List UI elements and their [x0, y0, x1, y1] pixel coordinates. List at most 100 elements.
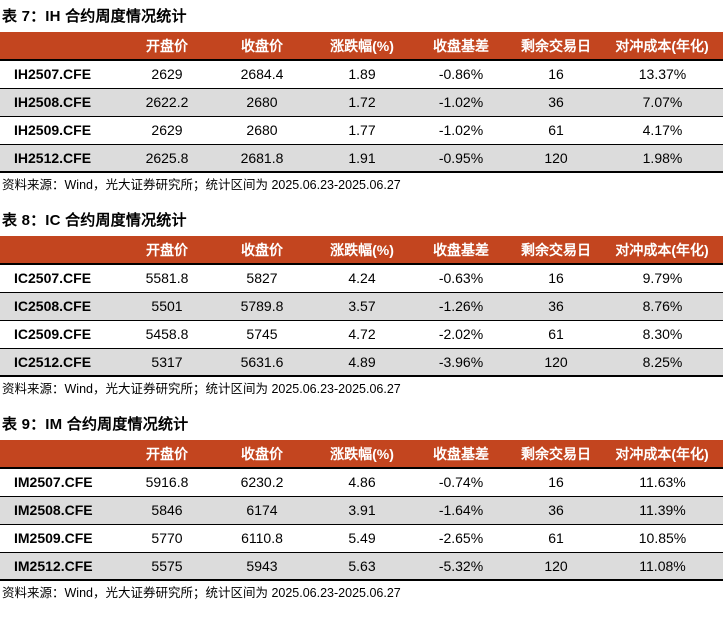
- table-row: IH2509.CFE 2629 2680 1.77 -1.02% 61 4.17%: [0, 116, 723, 145]
- value-cell: -2.02%: [412, 320, 510, 349]
- value-cell: 2680: [212, 88, 312, 117]
- value-cell: -1.26%: [412, 292, 510, 321]
- value-cell: -2.65%: [412, 524, 510, 553]
- value-cell: 61: [510, 320, 602, 349]
- contract-cell: IH2509.CFE: [0, 116, 122, 145]
- value-cell: 5317: [122, 348, 212, 377]
- header-cell-hedgecost: 对冲成本(年化): [602, 32, 723, 61]
- value-cell: -1.64%: [412, 496, 510, 525]
- header-cell-close: 收盘价: [212, 236, 312, 265]
- value-cell: -0.63%: [412, 264, 510, 293]
- header-cell-basis: 收盘基差: [412, 236, 510, 265]
- value-cell: 6110.8: [212, 524, 312, 553]
- table-title: 表 9：IM 合约周度情况统计: [2, 416, 189, 433]
- value-cell: 1.91: [312, 144, 412, 173]
- header-row: 开盘价 收盘价 涨跌幅(%) 收盘基差 剩余交易日 对冲成本(年化): [0, 440, 723, 469]
- table-row: IH2507.CFE 2629 2684.4 1.89 -0.86% 16 13.37%: [0, 60, 723, 89]
- contract-cell: IH2508.CFE: [0, 88, 122, 117]
- value-cell: 8.76%: [602, 292, 723, 321]
- value-cell: 8.25%: [602, 348, 723, 377]
- source-note: 资料来源：Wind，光大证券研究所；统计区间为 2025.06.23-2025.…: [2, 178, 401, 192]
- value-cell: 10.85%: [602, 524, 723, 553]
- header-cell-contract: [0, 236, 122, 265]
- header-cell-change: 涨跌幅(%): [312, 236, 412, 265]
- table-body: IM2507.CFE 5916.8 6230.2 4.86 -0.74% 16 11.63%…: [0, 468, 723, 581]
- value-cell: 2681.8: [212, 144, 312, 173]
- value-cell: 3.57: [312, 292, 412, 321]
- contract-cell: IH2507.CFE: [0, 60, 122, 89]
- value-cell: 36: [510, 496, 602, 525]
- value-cell: 36: [510, 88, 602, 117]
- value-cell: 8.30%: [602, 320, 723, 349]
- value-cell: 5501: [122, 292, 212, 321]
- table-row: IC2512.CFE 5317 5631.6 4.89 -3.96% 120 8.25%: [0, 348, 723, 377]
- value-cell: 1.72: [312, 88, 412, 117]
- value-cell: 6174: [212, 496, 312, 525]
- table-block-ih: 表 7：IH 合约周度情况统计 开盘价 收盘价 涨跌幅(%) 收盘基差 剩余交易…: [0, 6, 723, 193]
- value-cell: 5846: [122, 496, 212, 525]
- table-title: 表 8：IC 合约周度情况统计: [2, 212, 187, 229]
- header-cell-change: 涨跌幅(%): [312, 32, 412, 61]
- table-body: IH2507.CFE 2629 2684.4 1.89 -0.86% 16 13.37% IH…: [0, 60, 723, 173]
- table-row: IM2509.CFE 5770 6110.8 5.49 -2.65% 61 10.85%: [0, 524, 723, 553]
- table-row: IC2507.CFE 5581.8 5827 4.24 -0.63% 16 9.79%: [0, 264, 723, 293]
- header-cell-open: 开盘价: [122, 440, 212, 469]
- contract-cell: IC2512.CFE: [0, 348, 122, 377]
- header-cell-contract: [0, 440, 122, 469]
- value-cell: 36: [510, 292, 602, 321]
- header-cell-days: 剩余交易日: [510, 32, 602, 61]
- source-note: 资料来源：Wind，光大证券研究所；统计区间为 2025.06.23-2025.…: [2, 586, 401, 600]
- value-cell: 5458.8: [122, 320, 212, 349]
- value-cell: 4.24: [312, 264, 412, 293]
- stats-table-ic: 开盘价 收盘价 涨跌幅(%) 收盘基差 剩余交易日 对冲成本(年化) IC250…: [0, 236, 723, 377]
- value-cell: -5.32%: [412, 552, 510, 581]
- value-cell: 1.89: [312, 60, 412, 89]
- value-cell: 11.63%: [602, 468, 723, 497]
- value-cell: 5745: [212, 320, 312, 349]
- value-cell: 1.98%: [602, 144, 723, 173]
- value-cell: 2625.8: [122, 144, 212, 173]
- header-cell-open: 开盘价: [122, 236, 212, 265]
- value-cell: 2629: [122, 116, 212, 145]
- contract-cell: IM2507.CFE: [0, 468, 122, 497]
- table-block-ic: 表 8：IC 合约周度情况统计 开盘价 收盘价 涨跌幅(%) 收盘基差 剩余交易…: [0, 210, 723, 397]
- value-cell: 9.79%: [602, 264, 723, 293]
- value-cell: 5631.6: [212, 348, 312, 377]
- value-cell: 5581.8: [122, 264, 212, 293]
- table-block-im: 表 9：IM 合约周度情况统计 开盘价 收盘价 涨跌幅(%) 收盘基差 剩余交易…: [0, 414, 723, 601]
- value-cell: 16: [510, 60, 602, 89]
- header-cell-basis: 收盘基差: [412, 32, 510, 61]
- source-note: 资料来源：Wind，光大证券研究所；统计区间为 2025.06.23-2025.…: [2, 382, 401, 396]
- table-row: IM2508.CFE 5846 6174 3.91 -1.64% 36 11.39%: [0, 496, 723, 525]
- value-cell: -0.95%: [412, 144, 510, 173]
- contract-cell: IH2512.CFE: [0, 144, 122, 173]
- header-cell-days: 剩余交易日: [510, 440, 602, 469]
- value-cell: 120: [510, 348, 602, 377]
- value-cell: 5789.8: [212, 292, 312, 321]
- table-title: 表 7：IH 合约周度情况统计: [2, 8, 187, 25]
- value-cell: 3.91: [312, 496, 412, 525]
- value-cell: -1.02%: [412, 116, 510, 145]
- table-row: IM2512.CFE 5575 5943 5.63 -5.32% 120 11.08%: [0, 552, 723, 581]
- contract-cell: IM2512.CFE: [0, 552, 122, 581]
- header-cell-close: 收盘价: [212, 32, 312, 61]
- contract-cell: IC2507.CFE: [0, 264, 122, 293]
- contract-cell: IM2509.CFE: [0, 524, 122, 553]
- value-cell: 2680: [212, 116, 312, 145]
- contract-cell: IC2509.CFE: [0, 320, 122, 349]
- value-cell: 5827: [212, 264, 312, 293]
- table-body: IC2507.CFE 5581.8 5827 4.24 -0.63% 16 9.79% IC2…: [0, 264, 723, 377]
- stats-table-ih: 开盘价 收盘价 涨跌幅(%) 收盘基差 剩余交易日 对冲成本(年化) IH250…: [0, 32, 723, 173]
- header-cell-change: 涨跌幅(%): [312, 440, 412, 469]
- value-cell: 5575: [122, 552, 212, 581]
- value-cell: 16: [510, 468, 602, 497]
- header-cell-close: 收盘价: [212, 440, 312, 469]
- header-cell-contract: [0, 32, 122, 61]
- value-cell: 4.89: [312, 348, 412, 377]
- value-cell: 13.37%: [602, 60, 723, 89]
- value-cell: 5770: [122, 524, 212, 553]
- value-cell: 6230.2: [212, 468, 312, 497]
- value-cell: -1.02%: [412, 88, 510, 117]
- value-cell: 5.49: [312, 524, 412, 553]
- value-cell: 7.07%: [602, 88, 723, 117]
